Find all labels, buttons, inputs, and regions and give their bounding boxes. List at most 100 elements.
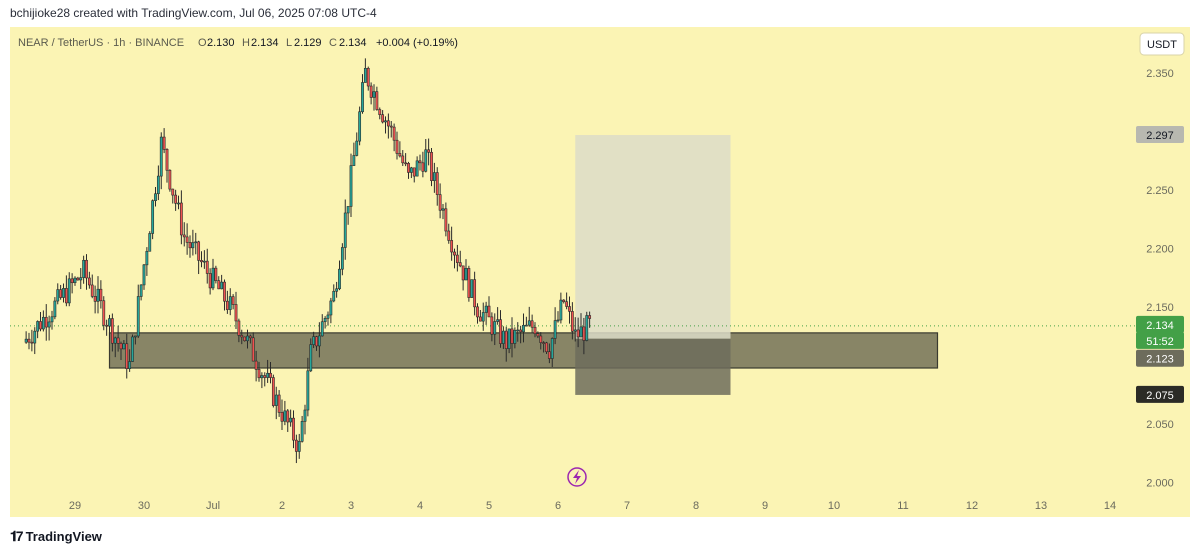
- candle-body: [461, 265, 465, 281]
- stop-price-tag-text: 2.075: [1146, 390, 1174, 402]
- candle-body: [174, 194, 178, 204]
- entry-price-tag-bg: [1136, 349, 1184, 367]
- candle-body: [289, 417, 293, 423]
- candle-body: [329, 300, 333, 316]
- candle-body: [545, 342, 548, 353]
- candle-body: [220, 281, 224, 290]
- candle-body: [257, 369, 261, 379]
- candle-body: [553, 320, 557, 339]
- candle-body: [165, 149, 169, 171]
- candle-body: [56, 289, 60, 302]
- target-price-tag-bg: [1136, 126, 1184, 144]
- price-axis: 2.000 2.050 2.150 2.200 2.250 2.350: [1146, 68, 1174, 490]
- candle-body: [217, 280, 221, 290]
- price-chart[interactable]: 2.000 2.050 2.150 2.200 2.250 2.350 29 30 Jul 2 3…: [10, 27, 1190, 517]
- candle-body: [294, 439, 298, 452]
- candle-body: [493, 321, 497, 335]
- ohlc-legend: NEAR / TetherUS · 1h · BINANCE O 2.130 H…: [18, 37, 458, 49]
- candle-body: [539, 335, 543, 343]
- candle-body: [194, 241, 198, 244]
- candle-body: [464, 268, 468, 281]
- candle-body: [90, 284, 94, 297]
- y-tick-label: 2.000: [1146, 478, 1174, 490]
- x-tick-label: 8: [693, 500, 699, 512]
- x-tick-label: 29: [69, 500, 81, 512]
- candle-body: [582, 326, 586, 341]
- candle-body: [154, 193, 157, 201]
- candle-body: [205, 260, 209, 274]
- candle-body: [87, 277, 91, 286]
- candle-body: [476, 306, 479, 318]
- candle-body: [513, 329, 517, 344]
- candle-body: [85, 259, 88, 279]
- candle-body: [315, 336, 318, 347]
- candle-body: [27, 338, 31, 343]
- candle-body: [381, 114, 385, 123]
- candle-body: [530, 320, 534, 328]
- candle-body: [527, 320, 531, 326]
- candle-body: [197, 241, 201, 261]
- currency-label: USDT: [1147, 39, 1177, 51]
- lightning-icon[interactable]: [567, 467, 587, 487]
- current-price-tag-text: 2.134: [1146, 320, 1174, 332]
- candle-body: [185, 236, 189, 243]
- candle-body: [300, 421, 304, 442]
- currency-button[interactable]: USDT: [1139, 32, 1185, 56]
- candle-body: [501, 330, 505, 344]
- target-price-tag: 2.297: [1136, 126, 1184, 144]
- x-tick-label: 30: [138, 500, 150, 512]
- candle-body: [415, 160, 419, 177]
- candle-body: [271, 377, 275, 406]
- candle-body: [573, 329, 577, 332]
- candle-body: [159, 136, 163, 177]
- candle-body: [358, 111, 362, 142]
- candle-body: [450, 240, 454, 253]
- candle-body: [82, 259, 86, 278]
- candle-body: [200, 260, 203, 263]
- candle-body: [312, 336, 316, 345]
- candle-body: [274, 394, 278, 406]
- x-tick-label: 4: [417, 500, 423, 512]
- candle-body: [395, 139, 399, 154]
- candle-body: [73, 277, 77, 284]
- candle-body: [24, 338, 28, 343]
- candle-body: [481, 312, 485, 322]
- candle-body: [430, 151, 433, 181]
- stop-price-tag-bg: [1136, 385, 1184, 403]
- candle-body: [125, 343, 129, 370]
- brand-label: TradingView: [25, 529, 102, 544]
- candle-body: [243, 336, 247, 342]
- candle-body: [363, 67, 367, 83]
- entry-price-tag-text: 2.123: [1146, 354, 1174, 366]
- candle-body: [579, 326, 583, 338]
- close-label: C: [329, 37, 337, 49]
- candle-body: [346, 206, 350, 214]
- candle-body: [59, 289, 63, 298]
- candle-body: [355, 140, 359, 156]
- candle-body: [179, 202, 183, 236]
- candle-body: [280, 412, 284, 422]
- countdown-tag-text: 51:52: [1146, 336, 1174, 348]
- x-tick-label: 11: [897, 500, 908, 512]
- candle-body: [524, 324, 528, 327]
- candle-body: [67, 278, 71, 304]
- low-value: 2.129: [294, 37, 322, 49]
- candle-body: [202, 260, 206, 263]
- candle-body: [309, 344, 313, 372]
- candle-body: [237, 320, 241, 336]
- tradingview-logo[interactable]: 𝟏7 TradingView: [10, 528, 102, 545]
- open-label: O: [198, 37, 207, 49]
- candlestick-series: [24, 58, 592, 464]
- candle-body: [177, 202, 180, 205]
- x-tick-label: 5: [486, 500, 492, 512]
- candle-body: [148, 233, 152, 252]
- candle-body: [254, 360, 258, 370]
- candle-body: [369, 85, 373, 98]
- candle-body: [131, 336, 134, 362]
- chart-area[interactable]: 2.000 2.050 2.150 2.200 2.250 2.350 29 30 Jul 2 3…: [10, 27, 1190, 517]
- candle-body: [398, 153, 402, 157]
- target-price-tag-text: 2.297: [1146, 130, 1174, 142]
- candle-body: [136, 296, 140, 337]
- candle-body: [372, 91, 376, 98]
- current-price-tag: 2.134: [1136, 315, 1184, 333]
